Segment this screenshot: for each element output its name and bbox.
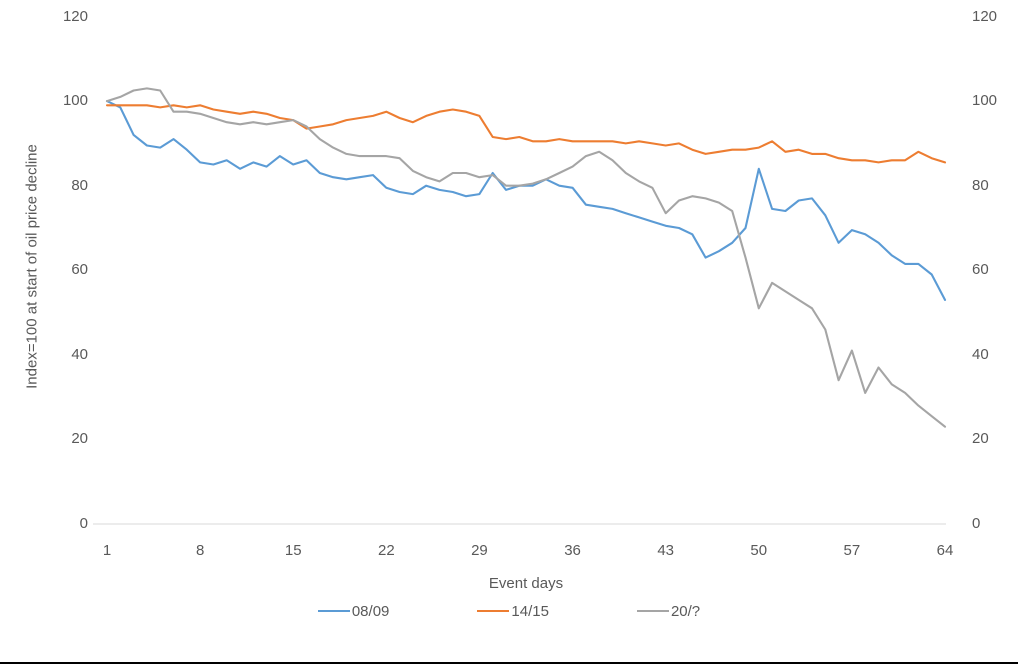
y-tick-label-left: 60: [71, 261, 88, 279]
x-axis-tick-labels: 1 8 15 22 29 36 43 50 57 64: [0, 542, 1018, 564]
y-tick-label-left: 0: [79, 515, 88, 532]
y-tick-label-left: 80: [71, 176, 88, 194]
x-tick-label: 8: [195, 542, 205, 559]
y-tick-label-left: 20: [71, 430, 88, 448]
legend-label-1415: 14/15: [511, 602, 549, 620]
legend-label-0809: 08/09: [351, 602, 390, 620]
x-tick-label: 64: [936, 542, 954, 559]
legend-item-0809: 08/09: [317, 602, 390, 620]
y-tick-label-right: 40: [972, 345, 989, 363]
y-tick-label-right: 20: [972, 430, 989, 448]
legend: 08/09 14/15 20/?: [0, 600, 1018, 622]
series-line-2: [105, 87, 947, 428]
y-axis-left-tick-labels: 0 20 40 60 80 100 120: [40, 0, 88, 664]
y-tick-label-right: 120: [972, 7, 998, 25]
y-tick-label-left: 100: [62, 92, 88, 110]
y-tick-label-left: 120: [62, 7, 88, 25]
y-tick-label-left: 40: [71, 345, 88, 363]
y-tick-label-right: 0: [972, 515, 981, 532]
x-axis-title: Event days: [488, 575, 564, 592]
x-tick-label: 43: [657, 542, 674, 559]
x-tick-label: 36: [564, 542, 581, 559]
x-tick-label: 29: [471, 542, 488, 559]
y-tick-label-right: 80: [972, 176, 989, 194]
legend-line-sample-0809: [317, 609, 350, 613]
legend-line-sample-1415: [477, 609, 510, 613]
legend-label-20: 20/?: [670, 602, 701, 620]
x-tick-label: 15: [284, 542, 302, 559]
y-tick-label-right: 100: [972, 92, 998, 110]
x-tick-label: 50: [750, 542, 768, 559]
x-tick-label: 57: [843, 542, 861, 559]
x-tick-label: 22: [377, 542, 395, 559]
series-line-0: [105, 100, 947, 301]
y-axis-right-tick-labels: 0 20 40 60 80 100 120: [972, 0, 1018, 664]
x-tick-label: 1: [102, 542, 112, 559]
series-line-1: [105, 104, 947, 164]
legend-line-sample-20: [636, 609, 669, 613]
y-tick-label-right: 60: [972, 261, 989, 279]
bottom-border-line: [0, 662, 1018, 664]
y-axis-title: Index=100 at start of oil price decline: [23, 144, 41, 389]
legend-item-1415: 14/15: [477, 603, 549, 620]
legend-item-20: 20/?: [636, 602, 701, 620]
